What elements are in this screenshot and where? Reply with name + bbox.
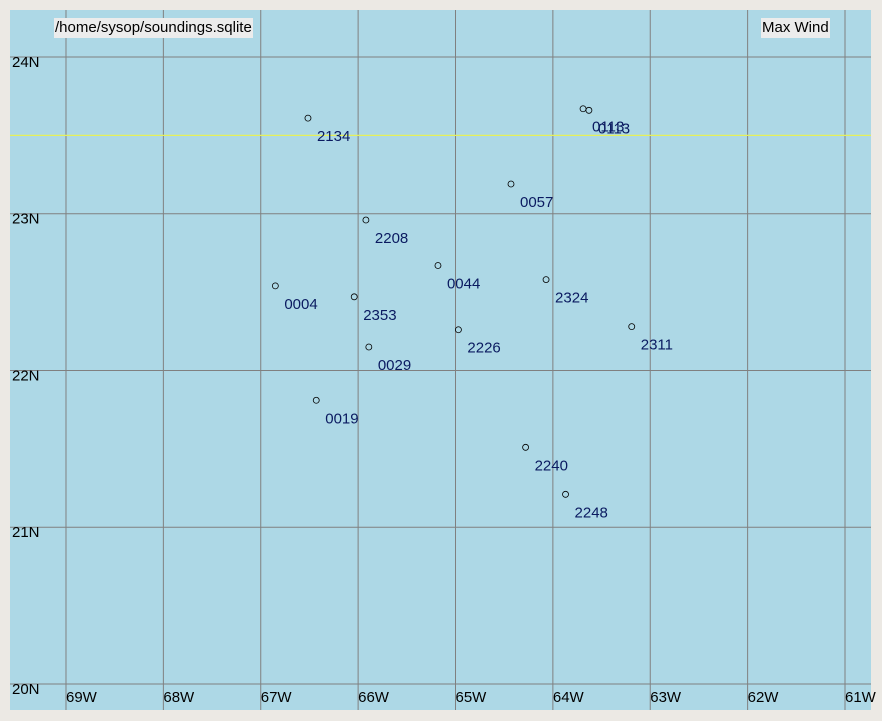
x-tick-label: 69W (66, 689, 98, 706)
station (562, 490, 569, 498)
station-label: 0029 (378, 357, 411, 374)
station-label: 0113 (592, 119, 624, 136)
station (304, 114, 312, 122)
source-label: /home/sysop/soundings.sqlite (54, 18, 253, 38)
station (455, 326, 462, 334)
station-label: 2311 (641, 337, 673, 354)
station-label: 2134 (317, 128, 350, 145)
station-label: 0113 (598, 120, 630, 137)
station (312, 396, 320, 404)
x-tick-label: 68W (163, 689, 195, 706)
station-label: 2324 (555, 290, 588, 307)
station (434, 262, 442, 269)
station (362, 216, 370, 224)
station (628, 323, 636, 331)
station-label: 2208 (375, 230, 408, 247)
station-label: 2248 (575, 504, 608, 521)
y-tick-label: 23N (12, 211, 40, 228)
station (365, 343, 373, 351)
station-label: 2353 (363, 307, 396, 324)
station (507, 180, 515, 188)
station (522, 443, 530, 451)
x-tick-label: 67W (261, 689, 293, 706)
y-tick-label: 24N (12, 54, 40, 71)
station-label: 0044 (447, 275, 480, 292)
station-label: 0057 (520, 194, 553, 211)
station (271, 282, 279, 290)
station-label: 2240 (535, 457, 568, 474)
x-tick-label: 65W (455, 689, 487, 706)
x-tick-label: 66W (358, 689, 390, 706)
x-tick-label: 64W (553, 689, 585, 706)
x-tick-label: 63W (650, 689, 682, 706)
field-label: Max Wind (761, 18, 830, 38)
x-tick-label: 61W (845, 689, 877, 706)
station (350, 293, 358, 301)
x-tick-label: 62W (748, 689, 780, 706)
station-label: 0019 (325, 410, 358, 427)
y-tick-label: 20N (12, 681, 40, 698)
station-label: 2226 (467, 340, 500, 357)
map-area (10, 10, 871, 710)
station-label: 0004 (284, 296, 317, 313)
station (542, 276, 550, 283)
station (585, 106, 593, 114)
y-tick-label: 22N (12, 367, 40, 384)
y-tick-label: 21N (12, 524, 40, 541)
